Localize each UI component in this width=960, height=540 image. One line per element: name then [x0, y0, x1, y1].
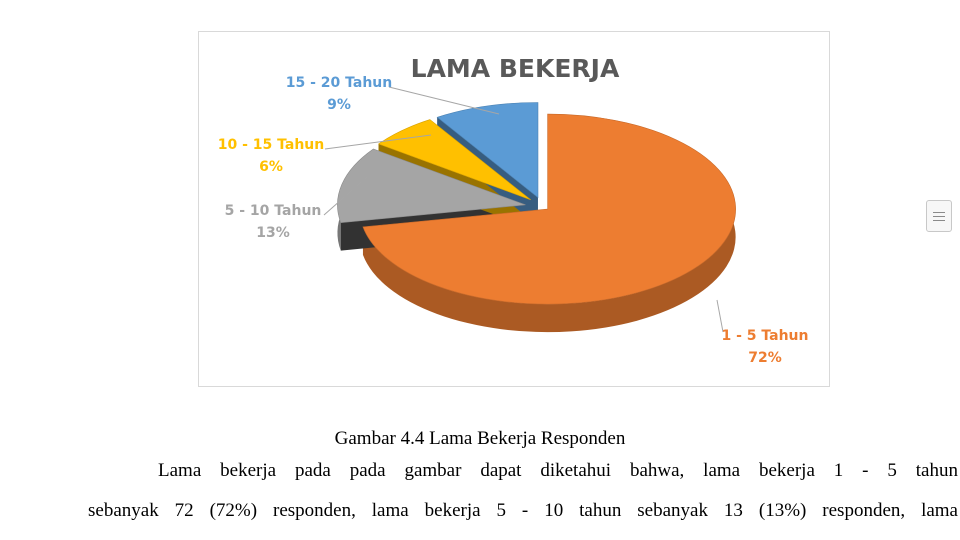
pie-slice-15-20	[436, 102, 539, 199]
slice-percent-5-10: 13%	[256, 225, 290, 241]
menu-handle-icon[interactable]	[926, 200, 952, 232]
slice-percent-1-5: 72%	[748, 350, 782, 366]
pie-chart: LAMA BEKERJA 1 - 5 Tahun 72% 5 - 10 Tahun 1…	[218, 54, 809, 366]
slice-label-5-10: 5 - 10 Tahun	[225, 203, 322, 219]
slice-label-15-20: 15 - 20 Tahun	[286, 75, 393, 91]
leader-line-10-15	[324, 134, 432, 150]
slice-label-10-15: 10 - 15 Tahun	[218, 137, 325, 153]
leader-line-1-5	[716, 299, 724, 333]
paragraph-line-1: Lama bekerja pada pada gambar dapat dike…	[158, 460, 958, 481]
pie-slice-1-5	[362, 113, 736, 305]
pie-slice-10-15	[377, 119, 531, 201]
chart-container: LAMA BEKERJA 1 - 5 Tahun 72% 5 - 10 Tahun 1…	[198, 31, 830, 387]
leader-line-5-10	[323, 176, 368, 216]
slice-label-1-5: 1 - 5 Tahun	[721, 328, 808, 344]
slice-percent-10-15: 6%	[259, 159, 283, 175]
leader-line-15-20	[388, 86, 500, 115]
pie-slice-5-10	[337, 148, 526, 223]
paragraph-line-2: sebanyak 72 (72%) responden, lama bekerj…	[88, 500, 958, 521]
figure-caption: Gambar 4.4 Lama Bekerja Responden	[334, 428, 626, 449]
chart-title: LAMA BEKERJA	[411, 54, 620, 83]
slice-percent-15-20: 9%	[327, 97, 351, 113]
